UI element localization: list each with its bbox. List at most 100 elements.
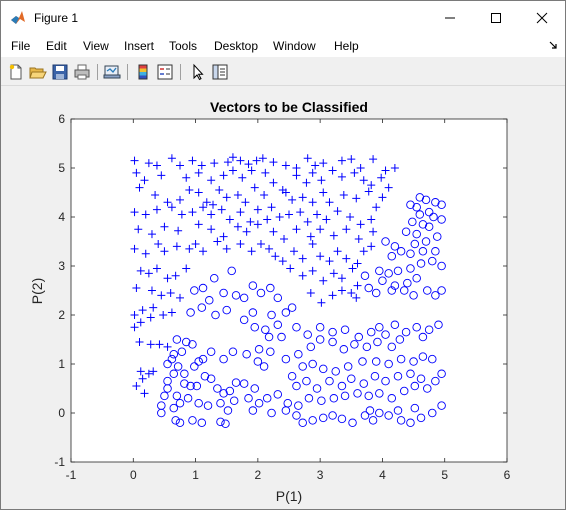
plus-marker	[303, 154, 312, 163]
circle-marker	[406, 264, 415, 273]
x-tick-label: 4	[379, 468, 386, 482]
plus-marker	[188, 208, 197, 217]
circle-marker	[387, 394, 397, 403]
plus-marker	[194, 168, 203, 177]
circle-marker	[175, 398, 185, 408]
plus-marker	[138, 306, 147, 315]
maximize-button[interactable]	[473, 1, 519, 35]
circle-marker	[387, 342, 397, 352]
plus-marker	[185, 186, 194, 195]
circle-marker	[378, 276, 387, 285]
plus-marker	[298, 271, 307, 280]
plus-marker	[146, 340, 155, 349]
plus-marker	[141, 249, 150, 258]
print-icon[interactable]	[73, 63, 91, 81]
menu-tools[interactable]: Tools	[169, 39, 198, 53]
plus-marker	[390, 164, 399, 172]
plus-marker	[163, 198, 172, 207]
menu-insert[interactable]: Insert	[124, 39, 155, 53]
plus-marker	[317, 298, 326, 307]
maximize-icon	[491, 13, 501, 23]
plus-marker	[319, 188, 328, 197]
circle-marker	[423, 286, 432, 295]
circle-marker	[216, 398, 225, 408]
plus-marker	[256, 239, 265, 248]
circle-marker	[266, 283, 275, 293]
circle-marker	[181, 337, 191, 347]
circle-marker	[254, 398, 264, 408]
plus-marker	[210, 159, 219, 168]
plus-marker	[144, 269, 153, 278]
circle-marker	[172, 335, 182, 344]
plus-marker	[367, 181, 376, 190]
circle-marker	[169, 349, 179, 359]
save-icon[interactable]	[51, 63, 69, 81]
plus-marker	[319, 276, 328, 285]
circle-marker	[329, 394, 339, 403]
plus-marker	[130, 311, 139, 319]
plus-marker	[219, 232, 228, 241]
plus-marker	[258, 154, 267, 163]
circle-marker	[231, 378, 241, 387]
plus-marker	[154, 239, 163, 248]
pointer-icon[interactable]	[189, 63, 207, 81]
menu-window[interactable]: Window	[273, 39, 316, 53]
plus-marker	[364, 187, 373, 196]
plus-marker	[177, 210, 186, 219]
new-figure-icon[interactable]	[7, 63, 25, 81]
circle-marker	[393, 406, 403, 415]
plus-marker	[225, 215, 234, 224]
plus-marker	[333, 207, 342, 216]
circle-marker	[423, 384, 432, 393]
circle-marker	[337, 414, 347, 424]
circle-marker	[360, 271, 370, 281]
x-axis: -1 0 1 2 3 4 5 6	[66, 119, 511, 482]
property-editor-icon[interactable]	[211, 63, 229, 81]
legend-icon[interactable]	[156, 63, 174, 81]
colorbar-icon[interactable]	[134, 63, 152, 81]
circle-marker	[410, 239, 420, 249]
plus-marker	[147, 286, 156, 295]
minimize-button[interactable]	[427, 1, 473, 35]
circle-marker	[428, 354, 437, 364]
plus-marker	[176, 161, 184, 170]
plus-marker	[152, 161, 161, 170]
circle-marker	[331, 367, 340, 376]
plus-marker	[191, 239, 200, 248]
menu-file[interactable]: File	[11, 39, 31, 53]
circle-marker	[365, 406, 375, 415]
plus-marker	[353, 281, 362, 290]
plus-marker	[281, 188, 290, 197]
link-icon[interactable]	[103, 63, 121, 81]
menu-view[interactable]: View	[83, 39, 109, 53]
plus-marker	[157, 171, 166, 180]
circle-marker	[205, 296, 214, 305]
circle-marker	[221, 419, 230, 429]
circle-marker	[416, 413, 426, 423]
plus-marker	[199, 203, 208, 212]
open-file-icon[interactable]	[29, 63, 47, 81]
circle-marker	[340, 325, 350, 334]
menu-help[interactable]: Help	[334, 39, 359, 53]
plus-marker	[182, 173, 191, 182]
plus-marker	[215, 186, 224, 195]
circle-marker	[432, 232, 442, 241]
plus-marker	[223, 158, 232, 167]
circle-marker	[399, 386, 409, 396]
close-button[interactable]	[519, 1, 565, 35]
circle-marker	[160, 391, 169, 401]
circle-marker	[401, 227, 411, 236]
menu-edit[interactable]: Edit	[46, 39, 67, 53]
plus-marker	[160, 247, 169, 256]
circle-marker	[206, 347, 216, 357]
circle-marker	[410, 381, 420, 391]
plus-marker	[149, 303, 158, 312]
plus-marker	[197, 161, 206, 170]
dock-figure-icon[interactable]	[549, 41, 557, 49]
menu-desktop[interactable]: Desktop	[214, 39, 259, 53]
circle-marker	[418, 247, 428, 256]
scatter-plot[interactable]: -1 0 1 2 3 4 5 6 -1 0 1 2 3 4 5 6 Vectors to be Classi…	[5, 87, 561, 505]
plus-marker	[352, 194, 361, 203]
plus-marker	[132, 382, 141, 391]
plus-marker	[354, 235, 363, 244]
